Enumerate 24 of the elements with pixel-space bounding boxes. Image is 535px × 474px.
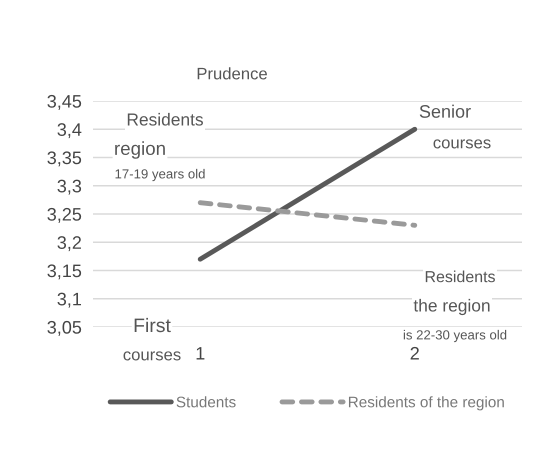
y-tick-label: 3,25: [47, 208, 82, 223]
annotation: First: [134, 318, 171, 332]
text: is 22-30 years old: [404, 330, 506, 342]
y-tick-label: 3,2: [57, 236, 81, 252]
legend-label: Residents of the region: [348, 396, 504, 410]
annotation: 17-19 years old: [116, 168, 205, 182]
annotation: the region: [414, 298, 490, 316]
x-tick-label: 1: [196, 347, 204, 360]
y-tick-label: 3,3: [57, 180, 82, 195]
annotation: Residents: [128, 112, 203, 126]
y-tick-label: 3,15: [47, 264, 82, 280]
y-tick-label: 3,1: [57, 292, 82, 308]
y-tick-label: 3,45: [47, 94, 82, 110]
chart-title: Prudence: [198, 67, 267, 80]
x-tick-label: 2: [410, 346, 419, 360]
y-tick-label: 3,05: [47, 320, 82, 336]
legend-label: Students: [176, 396, 236, 408]
annotation: Senior: [420, 104, 471, 118]
y-tick-label: 3,35: [47, 151, 82, 166]
annotation: Residents: [426, 270, 495, 282]
annotation: courses: [434, 139, 491, 148]
text: courses: [124, 351, 181, 360]
y-tick-label: 3,4: [57, 123, 82, 138]
annotation: region: [115, 141, 165, 159]
